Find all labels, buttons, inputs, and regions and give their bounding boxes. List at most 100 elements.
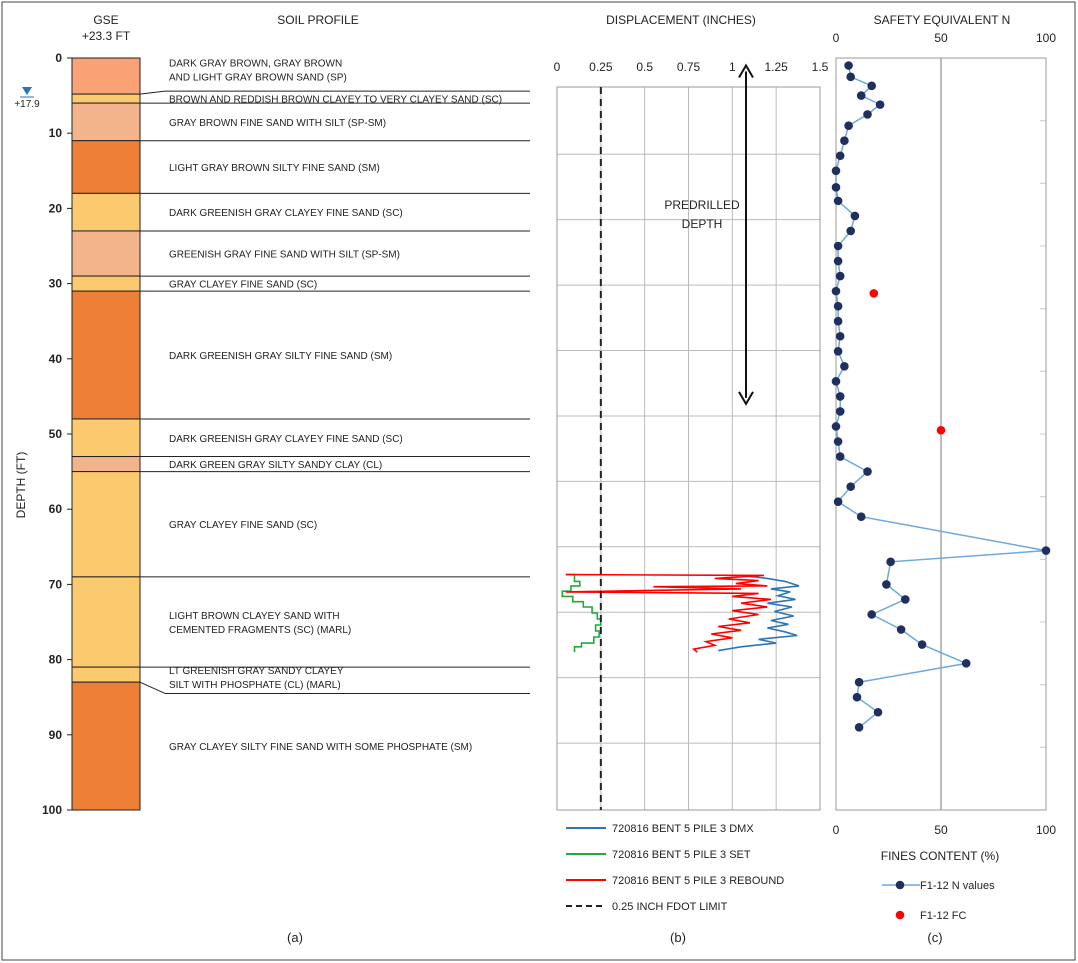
soil-layer-desc-13-0: GRAY CLAYEY SILTY FINE SAND WITH SOME PH…: [169, 742, 472, 753]
soil-layer-desc-11-0: LIGHT BROWN CLAYEY SAND WITH: [169, 611, 340, 622]
n-value-point-2: [867, 81, 876, 91]
displacement-plot-area: [556, 86, 821, 811]
gse-elevation-label: +23.3 FT: [82, 29, 131, 43]
n-value-point-40: [961, 659, 971, 668]
fc-legend-marker: [895, 910, 905, 920]
depth-tick-label-50: 50: [49, 427, 63, 441]
n-value-point-4: [875, 100, 885, 109]
n-value-point-31: [833, 497, 843, 506]
fc-point-0: [869, 289, 879, 298]
safety-n-plot-area: [835, 57, 1047, 811]
depth-tick-label-30: 30: [49, 277, 63, 291]
n-value-point-39: [917, 640, 927, 649]
n-values-legend-marker: [895, 880, 905, 890]
soil-layer-7: [71, 290, 141, 420]
n-value-point-5: [863, 110, 872, 119]
predrilled-arrow-bottom: [738, 391, 754, 406]
displacement-series-0: [718, 574, 800, 652]
soil-layer-5: [71, 230, 141, 277]
n-value-point-24: [835, 392, 845, 401]
depth-tick-label-10: 10: [49, 126, 63, 140]
safety-n-bottom-tick-50: 50: [934, 823, 948, 837]
n-value-point-23: [831, 377, 841, 386]
displacement-xtick-0: 0: [554, 60, 561, 74]
soil-layer-desc-12-1: SILT WITH PHOSPHATE (CL) (MARL): [169, 680, 341, 691]
n-value-point-17: [831, 286, 841, 296]
soil-layer-11: [71, 576, 141, 668]
n-value-point-21: [833, 346, 843, 356]
panel-c-label: (c): [927, 930, 942, 945]
n-value-point-9: [831, 166, 841, 176]
panel-a-label: (a): [287, 930, 303, 945]
n-value-point-43: [873, 707, 883, 717]
displacement-xtick-0.5: 0.5: [636, 60, 653, 74]
n-value-point-37: [867, 610, 876, 619]
predrilled-label-line-1: PREDRILLED: [664, 198, 740, 212]
n-value-point-44: [854, 722, 864, 732]
soil-layer-6: [71, 275, 141, 292]
layer-boundary-12: [139, 681, 166, 694]
water-table-icon: [22, 87, 32, 95]
gse-label: GSE: [93, 13, 118, 27]
depth-tick-label-40: 40: [49, 352, 63, 366]
n-value-point-35: [882, 580, 891, 589]
n-value-point-32: [856, 512, 866, 522]
fc-point-1: [936, 425, 946, 435]
n-value-point-15: [833, 256, 843, 266]
displacement-x-ticks: 0 0.25 0.5 0.75 1 1.25 1.5: [554, 60, 829, 74]
displacement-xtick-1: 1: [729, 60, 736, 74]
n-value-point-36: [901, 595, 910, 604]
soil-profile-panel: GSE +23.3 FT SOIL PROFILE DEPTH (FT) DAR…: [14, 13, 530, 945]
depth-tick-label-0: 0: [55, 51, 62, 65]
n-value-point-33: [1041, 546, 1051, 555]
soil-layer-desc-0-1: AND LIGHT GRAY BROWN SAND (SP): [169, 72, 347, 83]
fc-legend-label: F1-12 FC: [920, 910, 967, 922]
predrilled-depth-arrow: [738, 63, 754, 406]
n-value-point-16: [835, 271, 845, 281]
n-value-point-28: [835, 452, 845, 461]
soil-layer-desc-5-0: GREENISH GRAY FINE SAND WITH SILT (SP-SM…: [169, 250, 400, 261]
n-value-point-25: [835, 407, 845, 416]
n-value-point-27: [833, 437, 843, 446]
soil-layer-4: [71, 192, 141, 232]
n-value-point-18: [833, 301, 843, 311]
displacement-xtick-0.25: 0.25: [589, 60, 613, 74]
soil-layer-desc-11-1: CEMENTED FRAGMENTS (SC) (MARL): [169, 625, 351, 636]
soil-layer-desc-7-0: DARK GREENISH GRAY SILTY FINE SAND (SM): [169, 351, 392, 362]
soil-layer-12: [71, 666, 141, 683]
predrilled-label-line-2: DEPTH: [682, 217, 723, 231]
n-value-point-6: [844, 121, 853, 130]
n-value-point-41: [854, 677, 864, 687]
soil-layer-desc-9-0: DARK GREEN GRAY SILTY SANDY CLAY (CL): [169, 460, 382, 471]
predrilled-arrow-top: [738, 63, 754, 79]
safety-n-legend: F1-12 N values F1-12 FC: [882, 880, 995, 922]
soil-layer-1: [71, 93, 141, 104]
depth-tick-label-90: 90: [49, 728, 63, 742]
safety-n-series: [831, 61, 1051, 732]
displacement-title: DISPLACEMENT (INCHES): [606, 13, 756, 27]
safety-n-ticks: 0 0 50 50 100 100: [833, 31, 1057, 837]
displacement-xtick-1.5: 1.5: [812, 60, 829, 74]
n-value-point-22: [840, 362, 849, 371]
n-value-point-1: [846, 72, 855, 82]
soil-layer-desc-3-0: LIGHT GRAY BROWN SILTY FINE SAND (SM): [169, 163, 380, 174]
n-value-point-0: [844, 61, 853, 70]
displacement-series-2: [565, 573, 772, 653]
soil-layer-9: [71, 456, 141, 473]
n-value-point-42: [852, 692, 862, 702]
soil-layers: DARK GRAY BROWN, GRAY BROWN AND LIGHT GRA…: [71, 57, 530, 811]
soil-layer-desc-0-0: DARK GRAY BROWN, GRAY BROWN: [169, 58, 342, 69]
safety-n-title: SAFETY EQUIVALENT N: [874, 13, 1011, 27]
soil-layer-desc-8-0: DARK GREENISH GRAY CLAYEY FINE SAND (SC): [169, 434, 403, 445]
displacement-grid: [557, 87, 820, 810]
soil-layer-2: [71, 102, 141, 142]
displacement-series-1: [561, 573, 602, 653]
soil-layer-10: [71, 471, 141, 578]
n-value-point-20: [835, 331, 845, 341]
n-value-point-34: [886, 557, 895, 567]
soil-layer-desc-10-0: GRAY CLAYEY FINE SAND (SC): [169, 520, 317, 531]
n-value-point-38: [896, 625, 906, 634]
displacement-legend-label-3: 0.25 INCH FDOT LIMIT: [612, 901, 728, 913]
